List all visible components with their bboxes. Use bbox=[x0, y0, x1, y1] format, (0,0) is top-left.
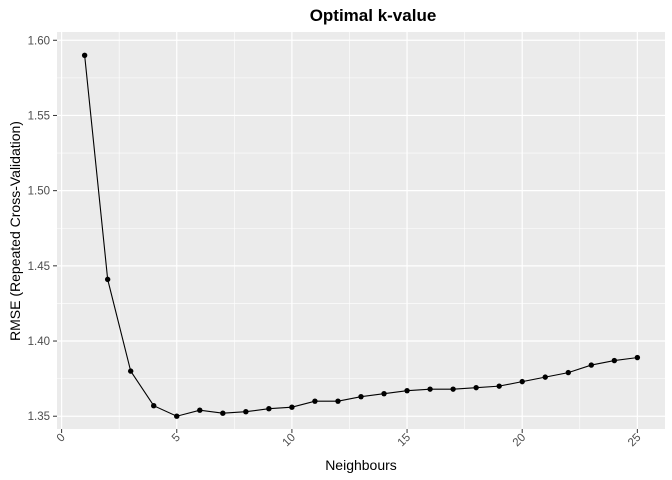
data-point bbox=[243, 409, 249, 415]
data-point bbox=[266, 405, 272, 412]
data-point bbox=[496, 383, 502, 389]
data-point bbox=[565, 369, 571, 376]
y-axis: 1.35 1.40 1.45 1.50 1.55 1.60 bbox=[28, 35, 57, 423]
data-point bbox=[634, 354, 641, 361]
data-point bbox=[450, 386, 456, 392]
data-point bbox=[289, 404, 295, 410]
grid-major bbox=[57, 32, 665, 429]
data-point bbox=[473, 384, 479, 391]
y-tick-label: 1.35 bbox=[28, 411, 50, 423]
x-tick-label: 10 bbox=[280, 432, 298, 450]
x-tick-label: 20 bbox=[511, 432, 529, 450]
data-point bbox=[197, 407, 203, 413]
y-tick-label: 1.50 bbox=[28, 186, 50, 198]
data-point bbox=[104, 276, 111, 283]
data-point bbox=[542, 374, 548, 380]
series-layer bbox=[81, 52, 641, 419]
data-point bbox=[358, 393, 364, 400]
y-tick-label: 1.60 bbox=[28, 35, 50, 47]
data-point bbox=[151, 402, 157, 409]
data-point bbox=[381, 390, 387, 397]
grid-minor bbox=[57, 32, 665, 429]
y-tick-label: 1.40 bbox=[28, 336, 50, 348]
x-axis: 0 5 10 15 20 25 bbox=[55, 429, 644, 450]
x-tick-label: 15 bbox=[396, 432, 414, 450]
x-axis-title: Neighbours bbox=[325, 457, 397, 473]
x-tick-label: 5 bbox=[170, 432, 183, 445]
data-point bbox=[404, 387, 410, 394]
x-tick-label: 0 bbox=[55, 432, 68, 445]
data-point bbox=[588, 362, 595, 368]
data-point bbox=[312, 398, 318, 404]
y-axis-title: RMSE (Repeated Cross-Validation) bbox=[7, 121, 23, 341]
data-point bbox=[127, 368, 134, 374]
data-point bbox=[174, 413, 180, 419]
y-tick-label: 1.45 bbox=[28, 261, 50, 273]
data-point bbox=[519, 378, 525, 385]
data-point bbox=[335, 398, 341, 404]
x-tick-label: 25 bbox=[626, 432, 644, 450]
chart-title: Optimal k-value bbox=[310, 6, 437, 25]
data-point bbox=[427, 386, 433, 392]
data-point bbox=[611, 357, 618, 364]
plot-panel bbox=[57, 32, 665, 429]
y-tick-label: 1.55 bbox=[28, 110, 50, 122]
data-point bbox=[81, 52, 88, 59]
data-point bbox=[220, 410, 226, 416]
